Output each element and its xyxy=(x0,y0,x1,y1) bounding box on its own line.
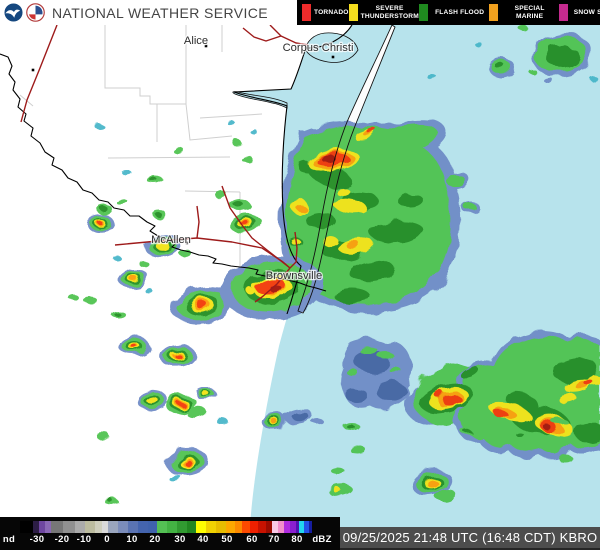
scale-tick: nd xyxy=(2,534,16,545)
bay xyxy=(304,32,359,63)
town-dot xyxy=(204,44,208,48)
rio-grande-border xyxy=(0,53,327,292)
radar-echoes xyxy=(67,25,600,505)
town-dot xyxy=(308,275,312,279)
scale-tick: -30 xyxy=(29,534,45,545)
agency-name: NATIONAL WEATHER SERVICE xyxy=(52,4,269,21)
alert-label: TORNADO xyxy=(314,8,349,16)
status-bar: 09/25/2025 21:48 UTC (16:48 CDT) KBRO xyxy=(340,527,600,550)
scale-tick: 50 xyxy=(221,534,233,545)
city-label: Alice xyxy=(184,35,208,47)
scale-ticks: nd -30 -20 -10 0 10 20 30 40 50 60 70 80 dBZ xyxy=(0,534,340,548)
scale-tick: 30 xyxy=(174,534,186,545)
brand: NATIONAL WEATHER SERVICE xyxy=(0,0,268,25)
alert-label: FLASH FLOOD xyxy=(435,8,485,16)
scale-tick: -10 xyxy=(76,534,92,545)
alert-legend-item: SEVERE THUNDERSTORM xyxy=(348,4,419,21)
scale-tick: 40 xyxy=(197,534,209,545)
city-label: Corpus Christi xyxy=(283,42,354,54)
reflectivity-scale: nd -30 -20 -10 0 10 20 30 40 50 60 70 80 dBZ xyxy=(0,517,340,550)
scale-tick: 0 xyxy=(104,534,110,545)
alert-color-swatch xyxy=(558,4,568,21)
alert-label: SPECIAL MARINE xyxy=(514,4,545,20)
town-dot xyxy=(31,68,35,72)
alert-legend-item: TORNADO xyxy=(302,4,349,21)
alert-color-swatch xyxy=(488,4,498,21)
radar-map-svg[interactable]: Alice Corpus Christi McAllen Brownsville xyxy=(0,25,600,527)
alert-label: SEVERE THUNDERSTORM xyxy=(360,4,419,20)
city-label: Brownsville xyxy=(266,270,323,282)
alert-color-swatch xyxy=(418,4,428,21)
noaa-logo xyxy=(4,3,23,22)
alert-color-swatch xyxy=(302,4,311,21)
alert-legend-item: FLASH FLOOD xyxy=(418,4,489,21)
highways xyxy=(20,25,309,303)
timestamp: 09/25/2025 21:48 UTC (16:48 CDT) KBRO xyxy=(342,530,598,545)
radar-map[interactable]: Alice Corpus Christi McAllen Brownsville xyxy=(0,25,600,527)
scale-tick: 80 xyxy=(291,534,303,545)
town-dot xyxy=(185,241,189,245)
town-dot xyxy=(331,55,335,59)
scale-tick: 10 xyxy=(126,534,138,545)
alert-legend-item: SPECIAL MARINE xyxy=(488,4,559,21)
alerts-legend: TORNADO SEVERE THUNDERSTORM FLASH FLOOD SPE… xyxy=(297,0,600,25)
header-bar: NATIONAL WEATHER SERVICE TORNADO SEVERE T… xyxy=(0,0,600,25)
scale-tick: 60 xyxy=(246,534,258,545)
coastline xyxy=(233,25,353,315)
nws-logo xyxy=(26,3,45,22)
alert-label: SNOW SQUALL xyxy=(573,8,600,16)
alert-legend-item: SNOW SQUALL xyxy=(558,4,600,21)
scale-tick: -20 xyxy=(54,534,70,545)
city-label: McAllen xyxy=(151,234,191,246)
reflectivity-colorbar xyxy=(20,521,312,533)
barrier-island-outline xyxy=(297,25,396,314)
scale-tick: dBZ xyxy=(312,534,332,545)
scale-tick: 70 xyxy=(268,534,280,545)
scale-tick: 20 xyxy=(149,534,161,545)
alert-color-swatch xyxy=(348,4,358,21)
